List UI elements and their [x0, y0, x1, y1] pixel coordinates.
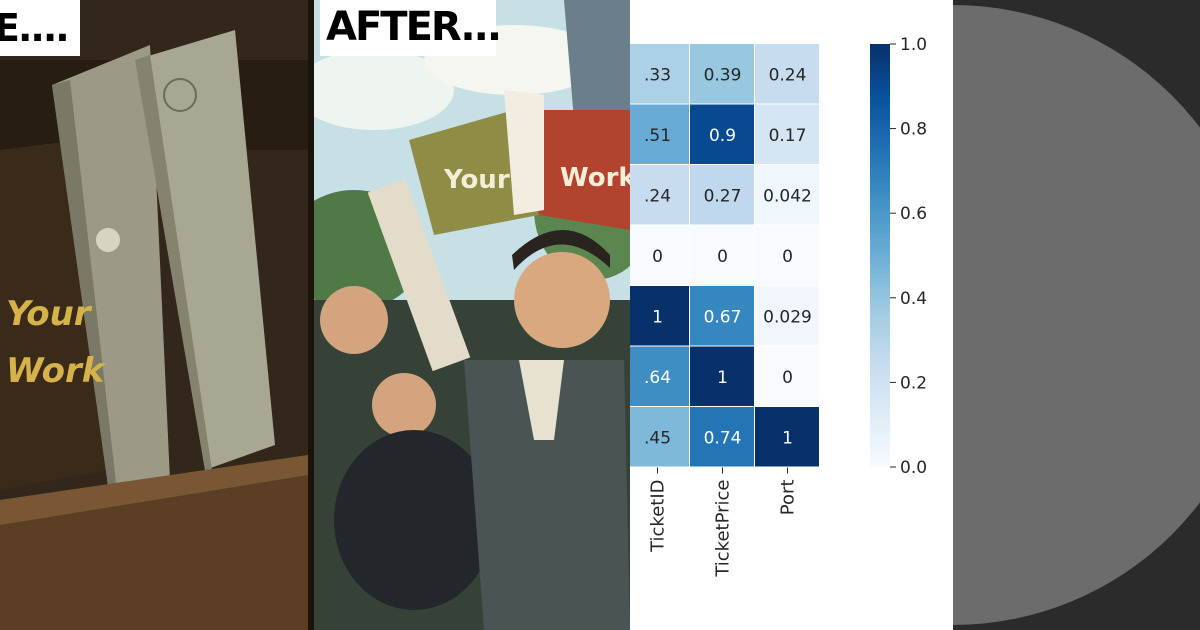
decorative-background [953, 0, 1200, 630]
heatmap-cell [755, 165, 819, 225]
heatmap-cell [630, 44, 689, 104]
heatmap-cell-label: 0.17 [769, 126, 807, 146]
colorbar-tick-label: 0.8 [900, 120, 927, 140]
heatmap-cell-label: 0 [717, 247, 728, 267]
before-caption-box: E.... [0, 0, 80, 56]
heatmap-cell [755, 286, 819, 346]
heatmap-cell [630, 346, 689, 406]
heatmap-panel: .33 0.39 0.24.51 0.9 0.17.24 0.27 0.042 0 0 0 1 0.6… [630, 0, 953, 630]
grey-circle-decoration [953, 5, 1200, 625]
heatmap-cell [690, 346, 754, 406]
colorbar-tick-label: 0.6 [900, 204, 927, 224]
colorbar-tick-label: 0.2 [900, 373, 927, 393]
colorbar-tick-label: 0.0 [900, 458, 927, 478]
heatmap-cell-label: 0.39 [704, 65, 742, 85]
heatmap-cell-label: 0.67 [704, 307, 742, 327]
heatmap-cell-label: 1 [782, 428, 793, 448]
panel-divider [308, 0, 314, 630]
heatmap-cell-label: 0 [782, 247, 793, 267]
heatmap-cell [755, 346, 819, 406]
left-book-title-line2: Work [6, 351, 107, 391]
heatmap-cell [690, 165, 754, 225]
book-title-right: Work [560, 163, 630, 193]
heatmap-cell-label: .51 [644, 126, 671, 146]
heatmap-cell [630, 104, 689, 164]
heatmap-x-labels: TicketID TicketPrice Port [648, 467, 799, 578]
colorbar-tick-label: 1.0 [900, 35, 927, 55]
heatmap-cell [630, 286, 689, 346]
heatmap-cell [630, 165, 689, 225]
heatmap-cell-label: .64 [644, 368, 671, 388]
x-tick-label: TicketID [648, 480, 669, 553]
celebration-illustration: Your Work [314, 0, 630, 630]
heatmap-cell [690, 225, 754, 285]
before-illustration: Your Work E.... [0, 0, 308, 630]
heatmap-cell-label: 1 [717, 368, 728, 388]
heatmap-cell [755, 104, 819, 164]
after-illustration: Your Work AFTER... [314, 0, 630, 630]
heatmap-cell [755, 44, 819, 104]
heatmap-cell [690, 286, 754, 346]
heatmap-cell-label: 0.27 [704, 186, 742, 206]
heatmap-cell-label: 0.029 [763, 307, 812, 327]
heatmap-cell [755, 407, 819, 467]
heatmap-cell [690, 104, 754, 164]
heatmap-cell [690, 407, 754, 467]
heatmap-cell-label: .24 [644, 186, 671, 206]
colorbar-tick-label: 0.4 [900, 289, 927, 309]
heatmap-cell-label: 0.9 [709, 126, 736, 146]
heatmap-cell-label: .33 [644, 65, 671, 85]
heatmap-cell [690, 44, 754, 104]
heatmap-cell-label: 0.24 [769, 65, 807, 85]
heatmap-cell [630, 407, 689, 467]
heatmap-cell-label: 0.042 [763, 186, 812, 206]
heatmap-cell-label: 1 [652, 307, 663, 327]
after-caption-box: AFTER... [320, 0, 502, 56]
heatmap-cell-label: 0 [782, 368, 793, 388]
after-caption: AFTER... [326, 4, 502, 50]
book-title-left: Your [443, 165, 510, 195]
heatmap-cell-label: 0 [652, 247, 663, 267]
heatmap-cell-label: .45 [644, 428, 671, 448]
heatmap-cell [630, 225, 689, 285]
x-tick-label: TicketPrice [713, 480, 734, 578]
heatmap-cell [755, 225, 819, 285]
heatmap-cell-label: 0.74 [704, 428, 742, 448]
x-tick-label: Port [778, 480, 799, 516]
before-caption: E.... [0, 6, 70, 50]
old-books-illustration: Your Work [0, 0, 308, 630]
left-book-title-line1: Your [6, 294, 93, 334]
heatmap-colorbar: 0.0 0.2 0.4 0.6 0.8 1.0 [870, 35, 927, 478]
colorbar-gradient [870, 44, 890, 467]
